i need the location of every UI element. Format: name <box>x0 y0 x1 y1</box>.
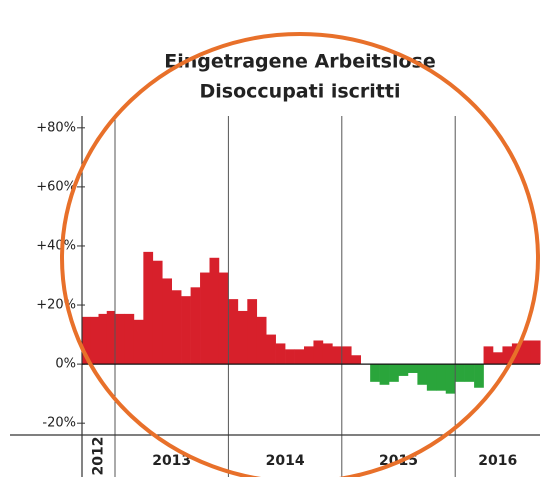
bar <box>171 290 182 365</box>
bar <box>417 364 428 385</box>
x-group-label: 2016 <box>478 453 517 469</box>
bar <box>436 364 447 391</box>
chart-title: Eingetragene Arbeitslose <box>164 51 436 73</box>
bar <box>389 364 399 382</box>
bar <box>209 257 220 365</box>
y-tick-label: 0% <box>55 357 76 372</box>
y-tick-label: +60% <box>36 179 76 194</box>
bar <box>152 260 163 365</box>
bar <box>143 251 154 365</box>
bar <box>493 352 503 365</box>
bar <box>294 349 305 365</box>
y-tick-label: -20% <box>42 416 76 431</box>
bar <box>98 313 108 365</box>
bar <box>124 313 135 365</box>
bar <box>106 310 116 365</box>
bar <box>370 364 380 382</box>
bar <box>228 299 239 365</box>
bar <box>530 340 541 365</box>
y-tick-label: +80% <box>36 120 76 135</box>
bar <box>407 364 418 373</box>
y-tick-label: +40% <box>36 238 76 253</box>
chart-subtitle: Disoccupati iscritti <box>200 81 401 103</box>
bar <box>133 319 144 365</box>
bar <box>200 272 210 365</box>
bar <box>82 316 91 365</box>
bar <box>474 364 484 388</box>
highlight-circle <box>60 32 540 477</box>
bar <box>237 310 248 365</box>
bar <box>90 316 99 365</box>
bar <box>181 296 191 365</box>
bar <box>521 340 532 365</box>
bar <box>426 364 437 391</box>
bar <box>464 364 475 382</box>
bar <box>115 313 125 365</box>
bar <box>351 355 361 365</box>
x-group-label: 2014 <box>266 453 305 469</box>
bar <box>304 346 314 365</box>
bar <box>256 316 267 365</box>
bar <box>455 364 465 382</box>
bar <box>275 343 286 365</box>
bar <box>332 346 343 365</box>
bar <box>379 364 390 385</box>
bar <box>445 364 456 394</box>
bar <box>162 278 172 365</box>
bar <box>502 346 513 365</box>
x-group-label: 2013 <box>152 453 191 469</box>
bar <box>398 364 409 376</box>
bar <box>247 299 258 365</box>
bar <box>266 334 276 365</box>
bar <box>190 287 201 365</box>
bar <box>285 349 295 365</box>
bar <box>483 346 494 365</box>
bar <box>322 343 333 365</box>
bar <box>313 340 324 365</box>
bar <box>218 272 229 365</box>
bar <box>341 346 352 365</box>
x-group-label: 2012 <box>91 437 107 476</box>
